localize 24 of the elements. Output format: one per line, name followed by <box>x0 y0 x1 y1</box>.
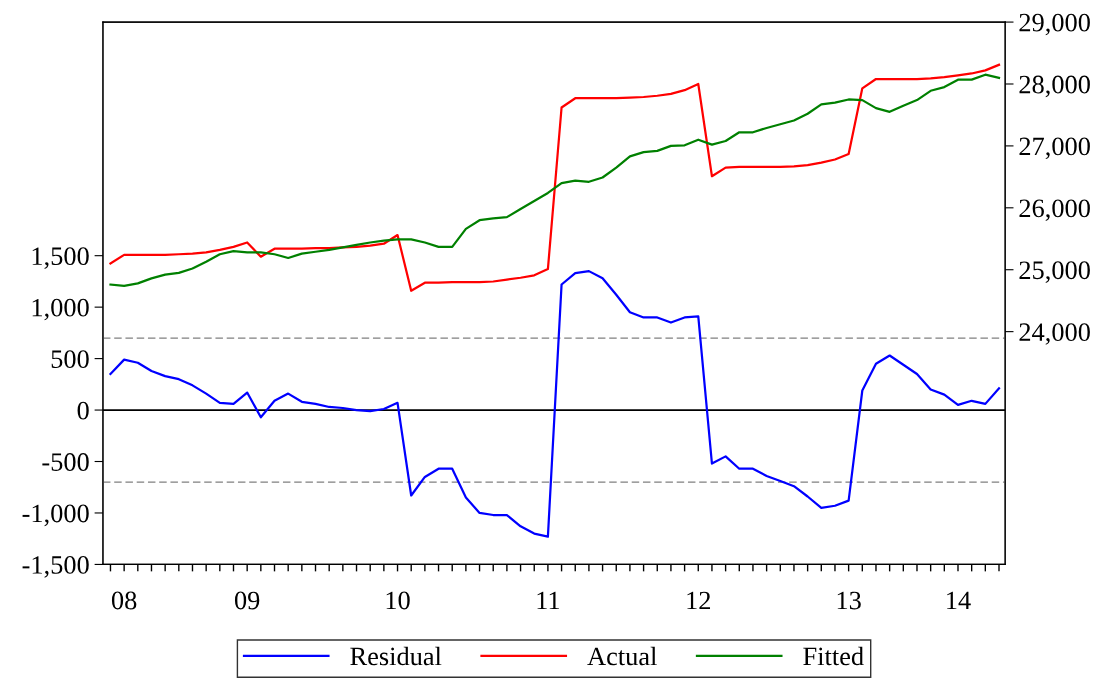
x-tick-label: 10 <box>386 591 410 610</box>
x-tick-label: 14 <box>947 591 971 610</box>
y-tick-label: 1,500 <box>32 247 89 269</box>
legend-label: Actual <box>587 646 657 666</box>
x-tick-label: 09 <box>234 591 260 610</box>
legend-label: Fitted <box>803 646 864 666</box>
y-tick-label: -500 <box>42 453 89 471</box>
y-tick-label: -1,500 <box>22 556 89 578</box>
x-tick-label: 12 <box>687 591 711 610</box>
y2-tick-label: 24,000 <box>1019 323 1090 345</box>
y2-tick-label: 28,000 <box>1019 75 1090 98</box>
legend-label: Residual <box>350 646 442 666</box>
y2-tick-label: 29,000 <box>1019 13 1090 36</box>
line-series <box>109 270 1001 538</box>
y2-tick-label: 26,000 <box>1019 199 1090 222</box>
y2-tick-label: 27,000 <box>1019 137 1090 160</box>
y2-tick-label: 25,000 <box>1019 261 1090 283</box>
y-tick-label: -1,000 <box>22 504 89 527</box>
x-tick-label: 11 <box>537 591 560 610</box>
x-tick-label: 13 <box>837 591 861 610</box>
y-tick-label: 1,000 <box>32 298 89 321</box>
y-tick-label: 500 <box>51 350 89 369</box>
x-tick-label: 08 <box>111 591 137 610</box>
y-tick-label: 0 <box>77 401 89 420</box>
